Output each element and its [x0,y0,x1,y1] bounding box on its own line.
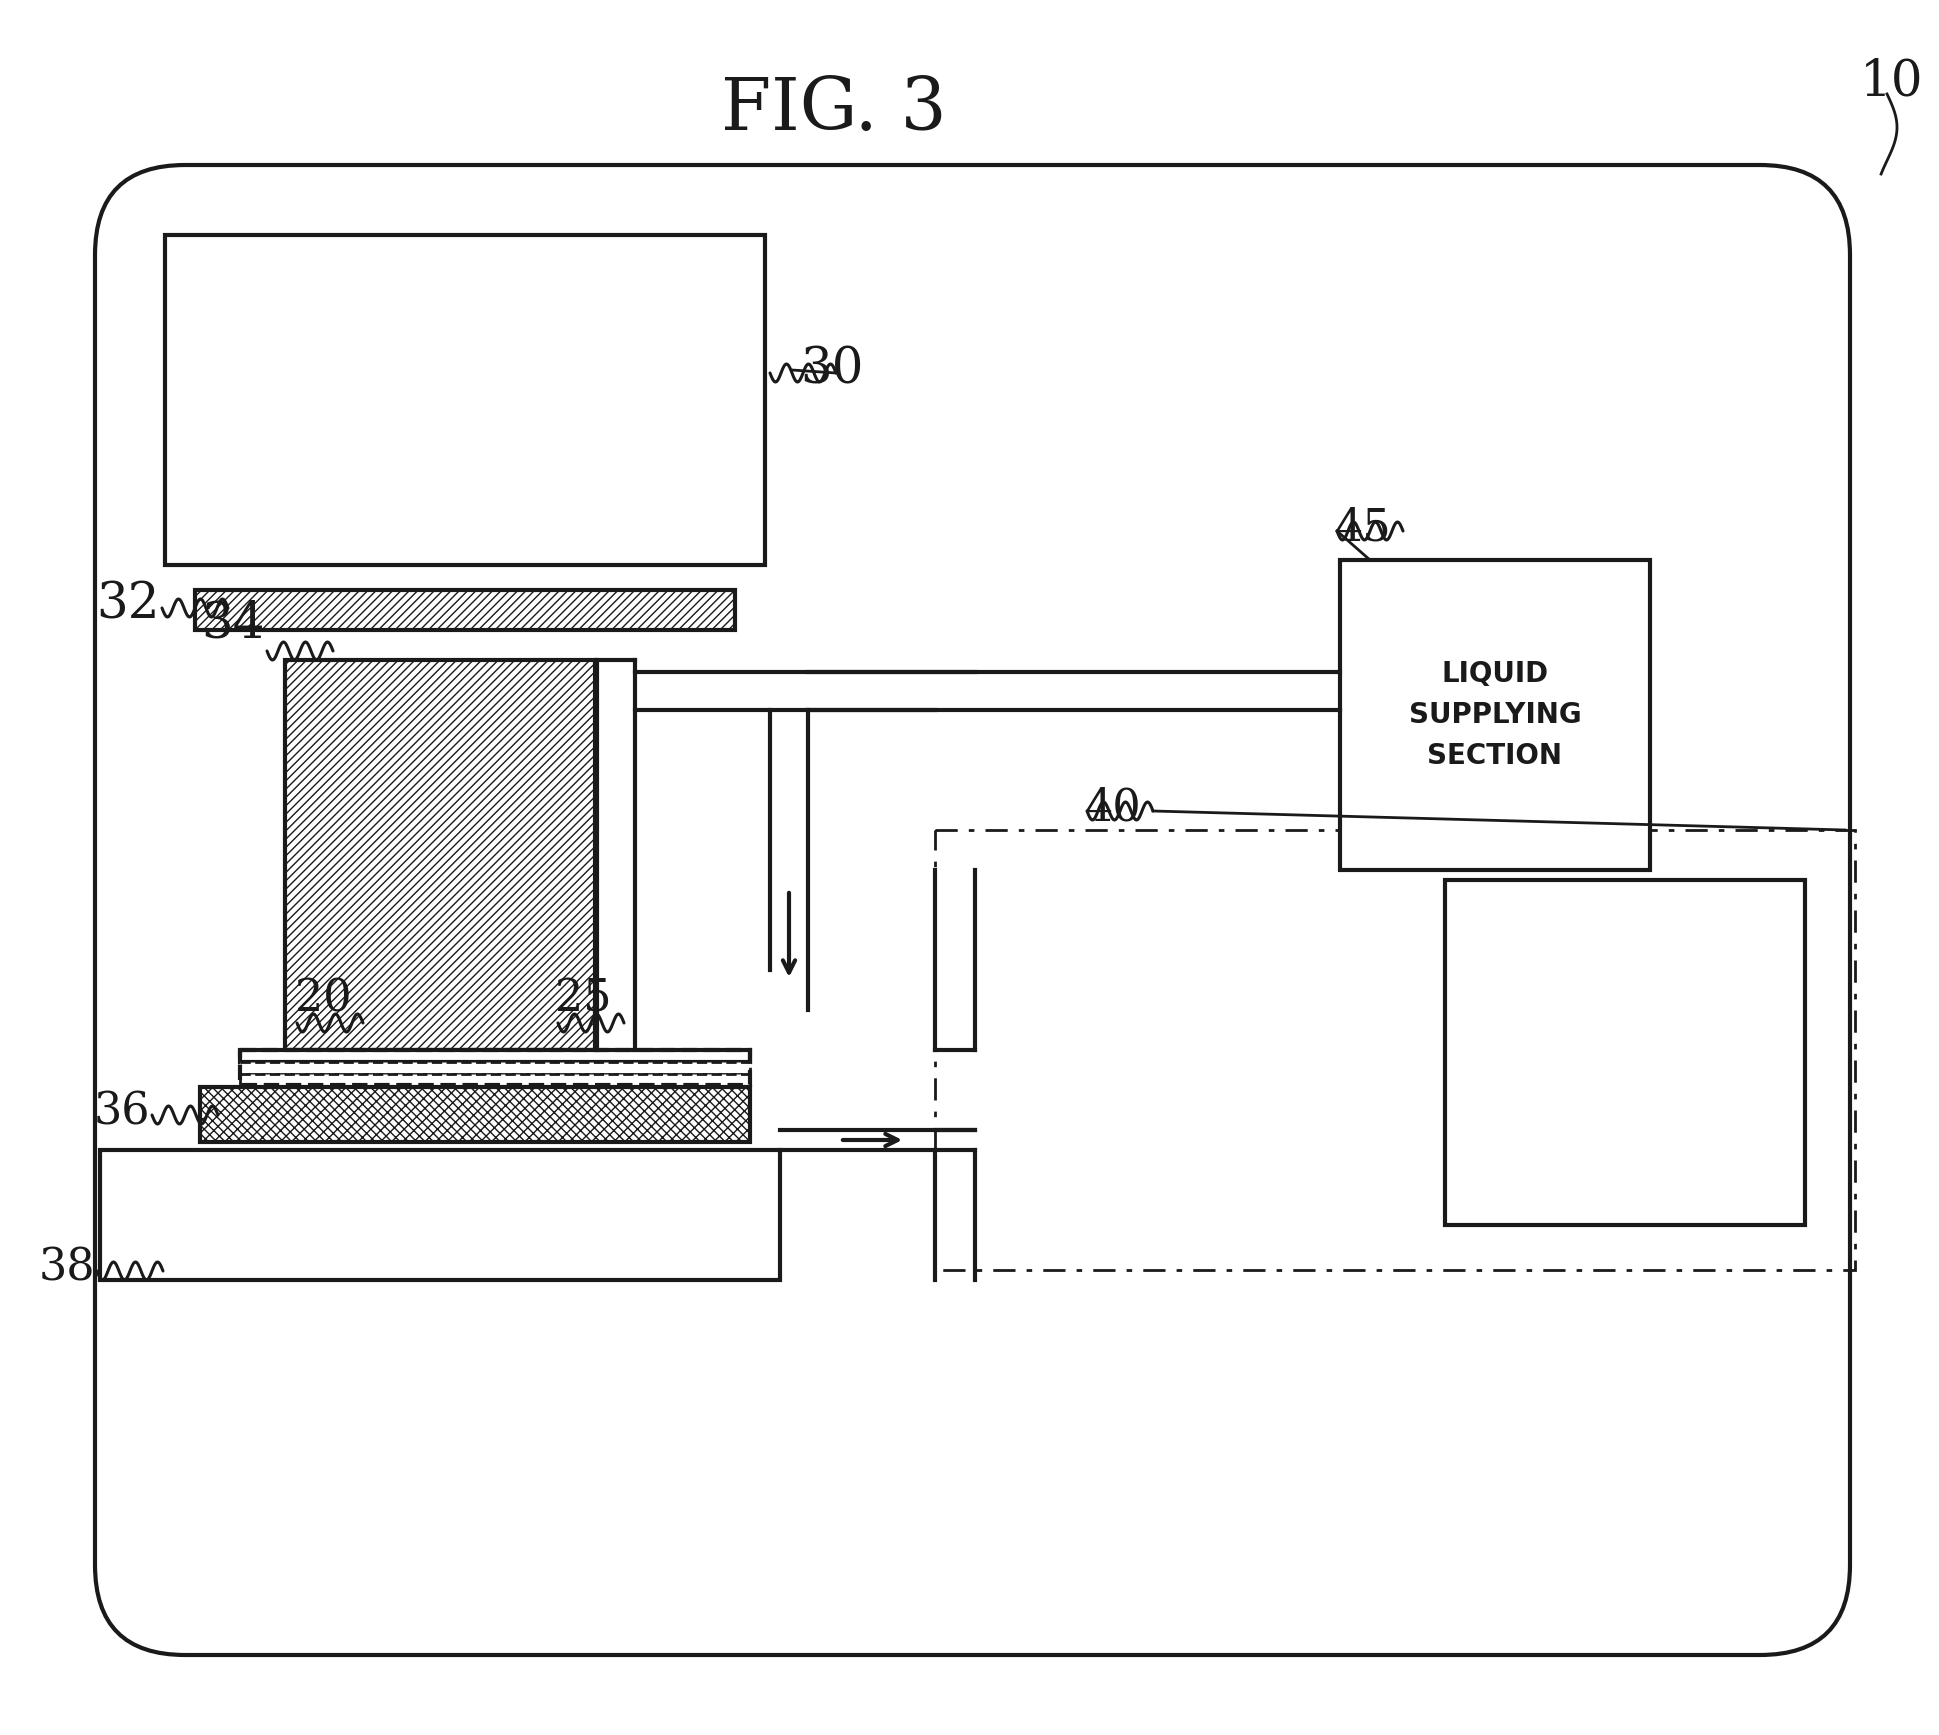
Bar [240,1062,750,1074]
Text: 38: 38 [39,1246,95,1289]
Bar [1445,880,1803,1225]
Bar [101,1150,779,1280]
Bar [165,234,764,566]
Text: 40: 40 [1084,786,1142,829]
Bar [200,1088,750,1142]
Bar [935,829,1854,1270]
Text: FIG. 3: FIG. 3 [721,75,946,146]
Text: 32: 32 [97,579,159,630]
Bar [196,590,735,630]
Bar [285,659,595,1050]
Text: 25: 25 [555,977,611,1020]
Text: 34: 34 [202,599,266,647]
Text: 20: 20 [295,977,351,1020]
Bar [240,1050,750,1062]
Text: 30: 30 [799,345,863,396]
Text: 45: 45 [1334,507,1390,550]
Bar [240,1074,750,1086]
Text: 36: 36 [93,1090,149,1133]
Text: LIQUID
SUPPLYING
SECTION: LIQUID SUPPLYING SECTION [1408,659,1580,770]
Bar [1340,560,1650,869]
Text: 10: 10 [1860,57,1923,108]
Bar [240,1050,750,1084]
